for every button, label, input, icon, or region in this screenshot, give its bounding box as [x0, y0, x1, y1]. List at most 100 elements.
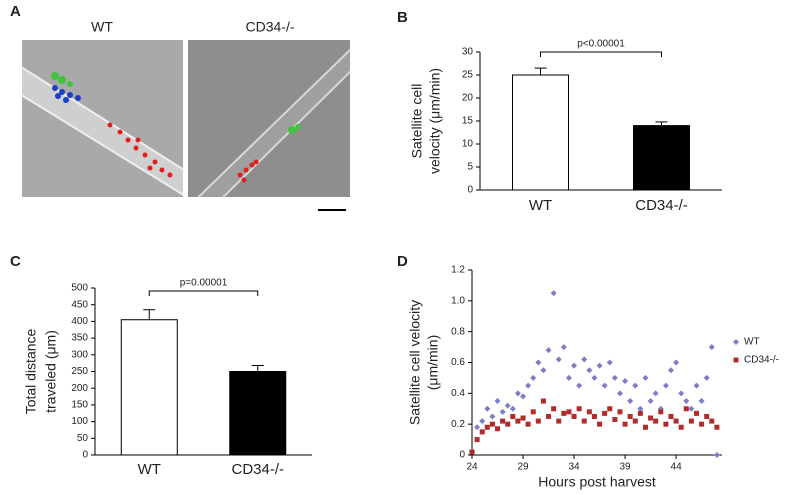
point [530, 374, 537, 381]
point [581, 356, 588, 363]
point [530, 409, 536, 415]
point [505, 421, 511, 427]
point [520, 415, 526, 421]
point [581, 418, 587, 424]
charts: 0 5 10 15 20 25 30 Satellite cell velocity (μm/m… [23, 39, 779, 490]
point [683, 398, 690, 405]
point [678, 390, 685, 397]
point [612, 417, 618, 423]
legend-label: CD34-/- [744, 355, 779, 366]
y-axis-label: (μm/min) [425, 335, 441, 391]
y-tick-label: 1.0 [451, 295, 465, 306]
point [703, 374, 710, 381]
point [606, 359, 613, 366]
point [565, 374, 572, 381]
point [571, 413, 577, 419]
point [546, 413, 552, 419]
y-tick-label: 5 [467, 162, 473, 173]
x-tick-label: 24 [466, 462, 478, 473]
point [611, 374, 618, 381]
point [545, 347, 552, 354]
point [489, 413, 496, 420]
legend-symbol [733, 357, 739, 363]
point [525, 382, 532, 389]
y-tick-label: 0 [467, 185, 473, 196]
point [632, 418, 638, 424]
x-tick-label: 34 [568, 462, 580, 473]
point [693, 382, 700, 389]
point [566, 409, 572, 415]
point [551, 406, 557, 412]
x-tick-label: WT [529, 197, 552, 214]
y-tick-label: 0 [459, 450, 465, 461]
y-axis-label: Total distance [23, 328, 39, 414]
point [709, 418, 715, 424]
x-axis-label: Hours post harvest [538, 474, 656, 490]
point [704, 413, 710, 419]
micrograph [188, 40, 350, 197]
y-tick-label: 450 [71, 299, 88, 310]
y-tick-label: 20 [462, 93, 474, 104]
point [652, 390, 659, 397]
point [622, 421, 628, 427]
y-tick-label: 50 [77, 433, 89, 444]
point [622, 378, 629, 384]
point [586, 367, 593, 374]
point [571, 362, 578, 369]
point [504, 402, 511, 409]
bar [120, 319, 178, 456]
point [540, 367, 547, 374]
point [632, 382, 639, 389]
point [663, 421, 669, 427]
y-axis-label: traveled (μm) [43, 330, 59, 413]
point [673, 359, 680, 366]
point [602, 410, 608, 416]
point [667, 367, 674, 374]
micrograph [22, 40, 183, 197]
image-label: CD34-/- [245, 19, 294, 35]
point [535, 418, 541, 424]
y-tick-label: 25 [462, 70, 474, 81]
point [662, 382, 669, 389]
point [576, 382, 583, 389]
point [637, 405, 644, 412]
point [561, 410, 567, 416]
y-tick-label: 300 [71, 349, 88, 360]
point [607, 406, 613, 412]
point [714, 424, 720, 430]
point [601, 382, 608, 389]
y-axis-label: Satellite cell velocity [407, 300, 423, 425]
point [556, 418, 562, 424]
point [474, 424, 481, 431]
point [479, 418, 486, 425]
bar [633, 125, 690, 191]
y-tick-label: 0.8 [451, 326, 465, 337]
point [489, 421, 495, 427]
point [510, 413, 516, 419]
point [555, 356, 562, 363]
point [647, 398, 654, 405]
point [495, 426, 501, 432]
point [627, 398, 634, 405]
y-tick-label: 0.6 [451, 357, 465, 368]
y-axis-label: velocity (μm/min) [427, 68, 443, 174]
point [499, 408, 506, 415]
annotation: p=0.00001 [180, 278, 228, 289]
y-tick-label: 10 [462, 139, 474, 150]
point [637, 410, 643, 416]
point [479, 429, 485, 435]
x-tick-label: WT [138, 461, 161, 478]
point [673, 418, 679, 424]
point [699, 421, 705, 427]
panel-label: B [397, 9, 408, 26]
point [713, 452, 720, 458]
point [520, 393, 527, 400]
significance-bracket [540, 51, 662, 57]
point [540, 398, 546, 404]
point [642, 424, 648, 430]
legend-label: WT [744, 337, 760, 348]
point [500, 418, 506, 424]
point [494, 398, 501, 405]
point [586, 409, 592, 415]
